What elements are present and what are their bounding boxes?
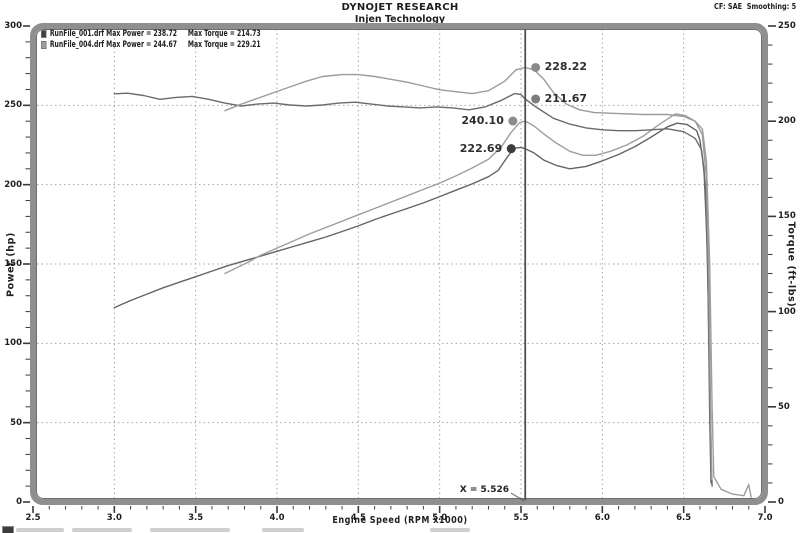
rpm-tick-label-5.0: 5.0 (432, 513, 448, 523)
rpm-tick-label-7.0: 7.0 (757, 513, 773, 523)
page-subtitle: Injen Technology (354, 14, 446, 25)
torque-tick-label-0: 0 (778, 497, 784, 507)
legend-file-001: RunFile_001.drf (49, 29, 105, 39)
legend-row-runfile-004: RunFile_004.drf Max Power = 244.67 Max T… (41, 40, 272, 51)
marker-label-228-22: 228.22 (544, 60, 588, 74)
engine-speed-axis-title: Engine Speed (RPM x1000) (332, 515, 468, 526)
run-004-swatch-icon (41, 41, 47, 49)
legend-max-power-004: Max Power = 244.67 (106, 40, 177, 50)
cutoff-legend-swatch-icon (2, 526, 14, 533)
rpm-tick-label-3.0: 3.0 (106, 513, 122, 523)
cutoff-text-smudge (262, 528, 304, 532)
rpm-tick-label-5.5: 5.5 (513, 513, 529, 523)
power-tick-label-100: 100 (4, 338, 22, 349)
page-title: DYNOJET RESEARCH (341, 2, 459, 13)
marker-dot-228-22 (531, 62, 541, 72)
marker-label-240-10: 240.10 (461, 114, 504, 128)
rpm-tick-label-4.0: 4.0 (269, 513, 285, 523)
legend-max-torque-001: Max Torque = 214.73 (187, 29, 261, 39)
rpm-tick-label-6.0: 6.0 (594, 513, 610, 523)
rpm-tick-label-2.5: 2.5 (25, 513, 41, 523)
legend-max-torque-004: Max Torque = 229.21 (187, 40, 261, 50)
legend: RunFile_001.drf Max Power = 238.72 Max T… (41, 29, 381, 51)
torque-tick-label-100: 100 (778, 306, 796, 317)
power-tick-label-150: 150 (4, 259, 22, 269)
curve-power_004 (224, 113, 752, 498)
rpm-tick-label-4.5: 4.5 (350, 513, 366, 523)
power-tick-label-200: 200 (4, 179, 22, 190)
legend-file-004: RunFile_004.drf (49, 40, 105, 50)
curve-torque_001 (113, 92, 712, 484)
curve-torque_004 (224, 66, 713, 480)
power-tick-label-0: 0 (16, 497, 22, 507)
torque-tick-label-150: 150 (778, 211, 796, 222)
cutoff-legend-row (0, 524, 800, 533)
marker-label-222-69: 222.69 (459, 141, 503, 155)
correction-smoothing-note: CF: SAE Smoothing: 5 (713, 2, 796, 11)
power-tick-label-50: 50 (10, 417, 22, 428)
curve-power_001 (113, 122, 713, 487)
torque-axis-title: Torque (ft-lbs) (785, 221, 797, 308)
cutoff-text-smudge (72, 528, 132, 532)
marker-dot-240-10 (508, 116, 518, 126)
rpm-tick-label-3.5: 3.5 (188, 513, 204, 523)
power-tick-label-300: 300 (4, 21, 22, 31)
cursor-x-label: X = 5.526 (459, 485, 509, 495)
cutoff-text-smudge (16, 528, 64, 532)
marker-dot-222-69 (506, 144, 516, 154)
cutoff-text-smudge (430, 528, 470, 532)
torque-tick-label-200: 200 (778, 116, 796, 127)
marker-label-211-67: 211.67 (544, 91, 588, 105)
power-tick-label-250: 250 (4, 100, 22, 111)
marker-dot-211-67 (531, 94, 541, 104)
run-001-swatch-icon (41, 30, 47, 38)
cutoff-text-smudge (150, 528, 230, 532)
torque-tick-label-250: 250 (778, 21, 796, 31)
legend-max-power-001: Max Power = 238.72 (106, 29, 177, 39)
torque-tick-label-50: 50 (778, 401, 790, 412)
rpm-tick-label-6.5: 6.5 (676, 513, 692, 523)
legend-row-runfile-001: RunFile_001.drf Max Power = 238.72 Max T… (41, 29, 272, 40)
power-axis-title: Power (hp) (5, 232, 17, 297)
